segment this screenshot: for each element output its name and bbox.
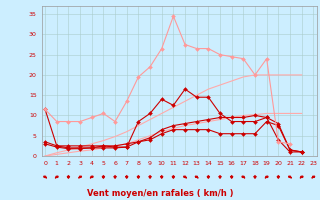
Text: Vent moyen/en rafales ( km/h ): Vent moyen/en rafales ( km/h )	[87, 189, 233, 198]
